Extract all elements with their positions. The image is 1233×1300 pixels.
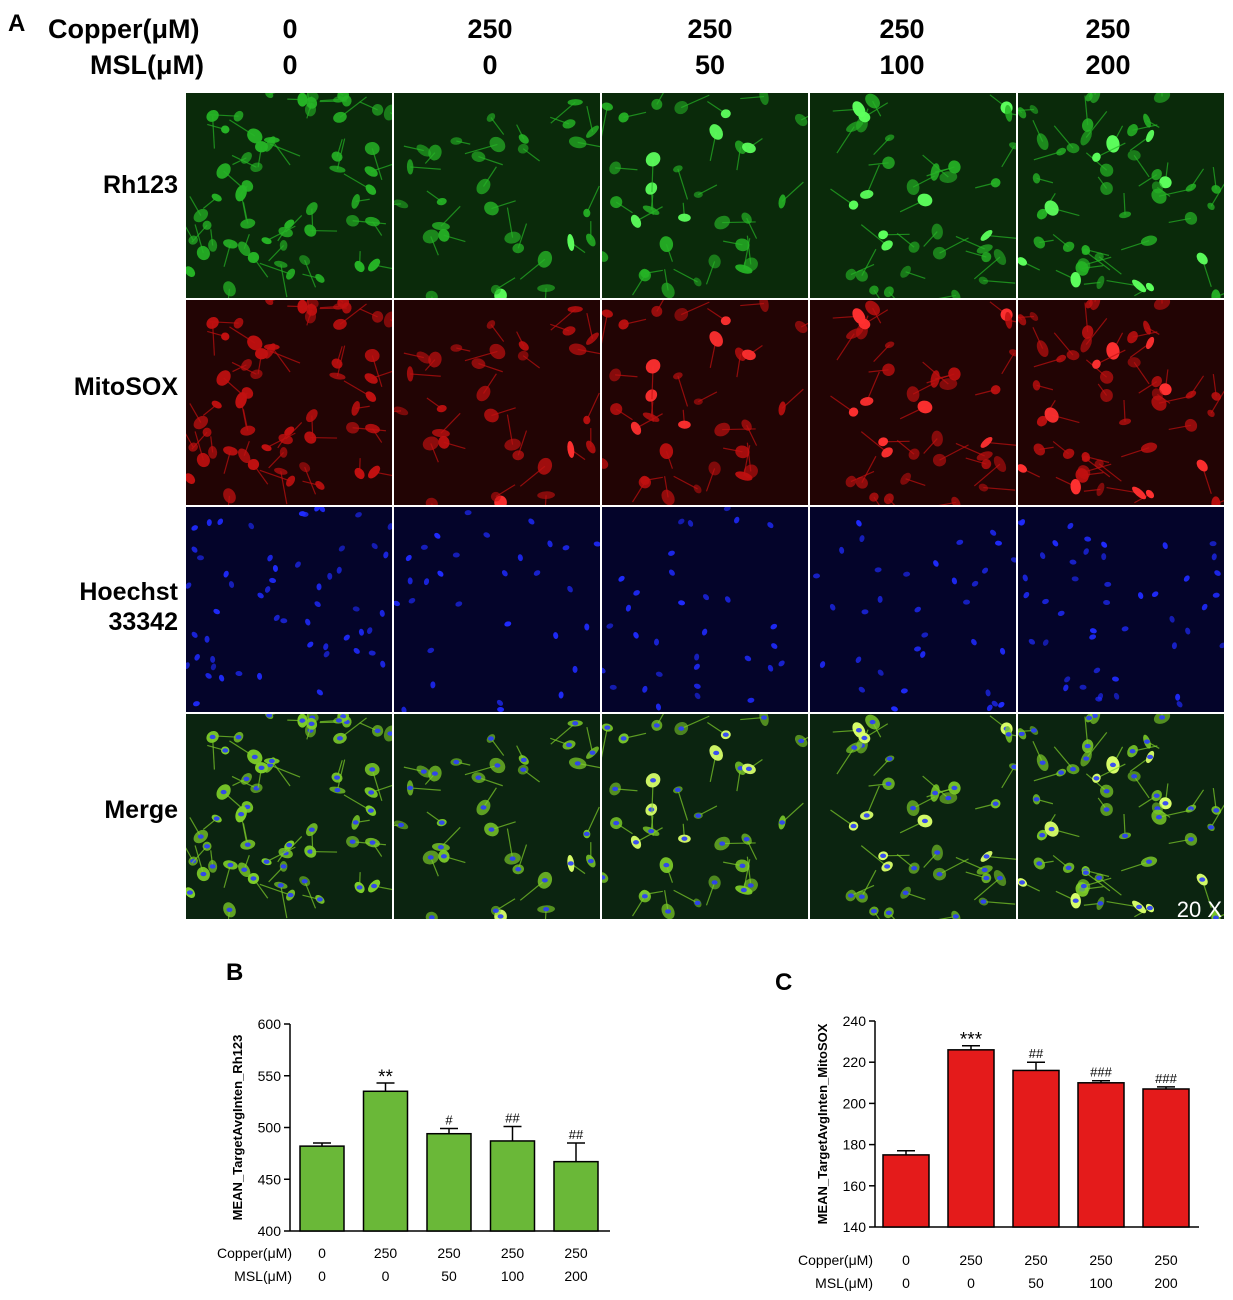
x-category-msl: 200 bbox=[1154, 1275, 1178, 1291]
panel-letter: C bbox=[775, 969, 792, 996]
column-copper-value: 250 bbox=[1085, 14, 1131, 44]
y-tick-label: 400 bbox=[258, 1223, 282, 1239]
micrograph-tile bbox=[602, 300, 808, 505]
x-row-label-msl: MSL(μM) bbox=[815, 1275, 873, 1291]
y-axis-label: MEAN_TargetAvgInten_Rh123 bbox=[230, 1035, 245, 1221]
x-category-copper: 250 bbox=[1024, 1252, 1048, 1268]
column-copper-value: 250 bbox=[467, 14, 513, 44]
x-category-copper: 0 bbox=[902, 1252, 910, 1268]
y-axis-label: MEAN_TargetAvgInten_MitoSOX bbox=[815, 1023, 830, 1224]
x-category-msl: 100 bbox=[1089, 1275, 1113, 1291]
x-category-msl: 50 bbox=[1028, 1275, 1044, 1291]
y-tick-label: 180 bbox=[843, 1137, 867, 1153]
row-label: MitoSOX bbox=[73, 373, 178, 401]
micrograph-tile bbox=[602, 93, 808, 298]
x-category-msl: 100 bbox=[501, 1268, 525, 1284]
row-label: Hoechst 33342 bbox=[79, 578, 178, 636]
significance-label: ### bbox=[1155, 1071, 1177, 1086]
micrograph-tile bbox=[602, 507, 808, 712]
x-row-label-copper: Copper(μM) bbox=[217, 1245, 292, 1261]
magnification-label: 20 X bbox=[1176, 897, 1222, 922]
micrograph-tile bbox=[394, 714, 600, 919]
x-row-label-msl: MSL(μM) bbox=[234, 1268, 292, 1284]
micrograph-tile bbox=[1018, 300, 1224, 505]
micrograph-tile bbox=[394, 507, 600, 712]
microscopy-grid: 20 X bbox=[186, 93, 1228, 925]
column-copper-value: 250 bbox=[879, 14, 925, 44]
micrograph-tile bbox=[394, 300, 600, 505]
panel-a-letter: A bbox=[8, 10, 26, 37]
micrograph-tile bbox=[1018, 507, 1224, 712]
bar bbox=[299, 1145, 345, 1232]
y-tick-label: 140 bbox=[843, 1219, 867, 1235]
x-category-copper: 250 bbox=[1154, 1252, 1178, 1268]
significance-label: ### bbox=[1090, 1065, 1112, 1080]
micrograph-tile bbox=[810, 93, 1016, 298]
bar bbox=[882, 1154, 930, 1228]
column-msl-value: 100 bbox=[879, 50, 925, 80]
x-category-copper: 250 bbox=[437, 1245, 461, 1261]
x-category-msl: 50 bbox=[441, 1268, 457, 1284]
chart-rh123: B400450500550600MEAN_TargetAvgInten_Rh12… bbox=[217, 959, 610, 1284]
x-category-msl: 200 bbox=[564, 1268, 588, 1284]
x-category-copper: 250 bbox=[959, 1252, 983, 1268]
y-tick-label: 600 bbox=[258, 1016, 282, 1032]
x-category-msl: 0 bbox=[902, 1275, 910, 1291]
significance-label: ** bbox=[378, 1067, 393, 1088]
significance-label: # bbox=[445, 1113, 453, 1128]
micrograph-tile bbox=[810, 507, 1016, 712]
y-tick-label: 160 bbox=[843, 1178, 867, 1194]
x-row-label-copper: Copper(μM) bbox=[798, 1252, 873, 1268]
x-category-copper: 250 bbox=[564, 1245, 588, 1261]
msl-row-label: MSL(μM) bbox=[90, 50, 204, 80]
y-tick-label: 500 bbox=[258, 1120, 282, 1136]
micrograph-tile bbox=[1018, 93, 1224, 298]
y-tick-label: 450 bbox=[258, 1171, 282, 1187]
bar bbox=[553, 1160, 599, 1232]
x-category-msl: 0 bbox=[382, 1268, 390, 1284]
x-category-msl: 0 bbox=[967, 1275, 975, 1291]
y-tick-label: 200 bbox=[843, 1095, 867, 1111]
micrograph-tile bbox=[394, 93, 600, 298]
column-msl-value: 200 bbox=[1085, 50, 1131, 80]
bar bbox=[426, 1132, 472, 1232]
micrograph-tile bbox=[810, 300, 1016, 505]
y-tick-label: 220 bbox=[843, 1054, 867, 1070]
micrograph-tile bbox=[186, 714, 392, 919]
x-category-copper: 250 bbox=[374, 1245, 398, 1261]
copper-row-label: Copper(μM) bbox=[48, 14, 200, 44]
bar bbox=[489, 1140, 536, 1232]
x-category-copper: 0 bbox=[318, 1245, 326, 1261]
significance-label: ## bbox=[1029, 1046, 1044, 1061]
row-label: Rh123 bbox=[102, 171, 178, 199]
x-category-copper: 250 bbox=[1089, 1252, 1113, 1268]
significance-label: ## bbox=[505, 1110, 520, 1125]
x-category-copper: 250 bbox=[501, 1245, 525, 1261]
column-msl-value: 50 bbox=[694, 50, 726, 80]
x-category-msl: 0 bbox=[318, 1268, 326, 1284]
column-copper-value: 0 bbox=[282, 14, 298, 44]
column-copper-value: 250 bbox=[687, 14, 733, 44]
bar bbox=[1142, 1088, 1190, 1228]
micrograph-tile bbox=[186, 300, 392, 505]
bar bbox=[1077, 1082, 1125, 1228]
bar bbox=[1012, 1069, 1060, 1228]
significance-label: ## bbox=[569, 1127, 584, 1142]
panel-letter: B bbox=[226, 959, 243, 986]
micrograph-tile bbox=[186, 507, 392, 712]
micrograph-tile bbox=[1018, 714, 1224, 919]
bar bbox=[947, 1049, 995, 1228]
micrograph-tile bbox=[186, 93, 392, 298]
bar bbox=[362, 1090, 409, 1232]
chart-mitosox: C 140 160 180 200 220 240 MEAN_TargetAvgInten_M… bbox=[775, 969, 1199, 1291]
row-label: Merge bbox=[104, 796, 178, 824]
y-tick-label: 550 bbox=[258, 1068, 282, 1084]
y-tick-label: 240 bbox=[843, 1013, 867, 1029]
micrograph-tile bbox=[602, 714, 808, 919]
micrograph-tile bbox=[810, 714, 1016, 919]
column-msl-value: 0 bbox=[482, 50, 498, 80]
significance-label: *** bbox=[960, 1030, 983, 1051]
column-msl-value: 0 bbox=[282, 50, 298, 80]
